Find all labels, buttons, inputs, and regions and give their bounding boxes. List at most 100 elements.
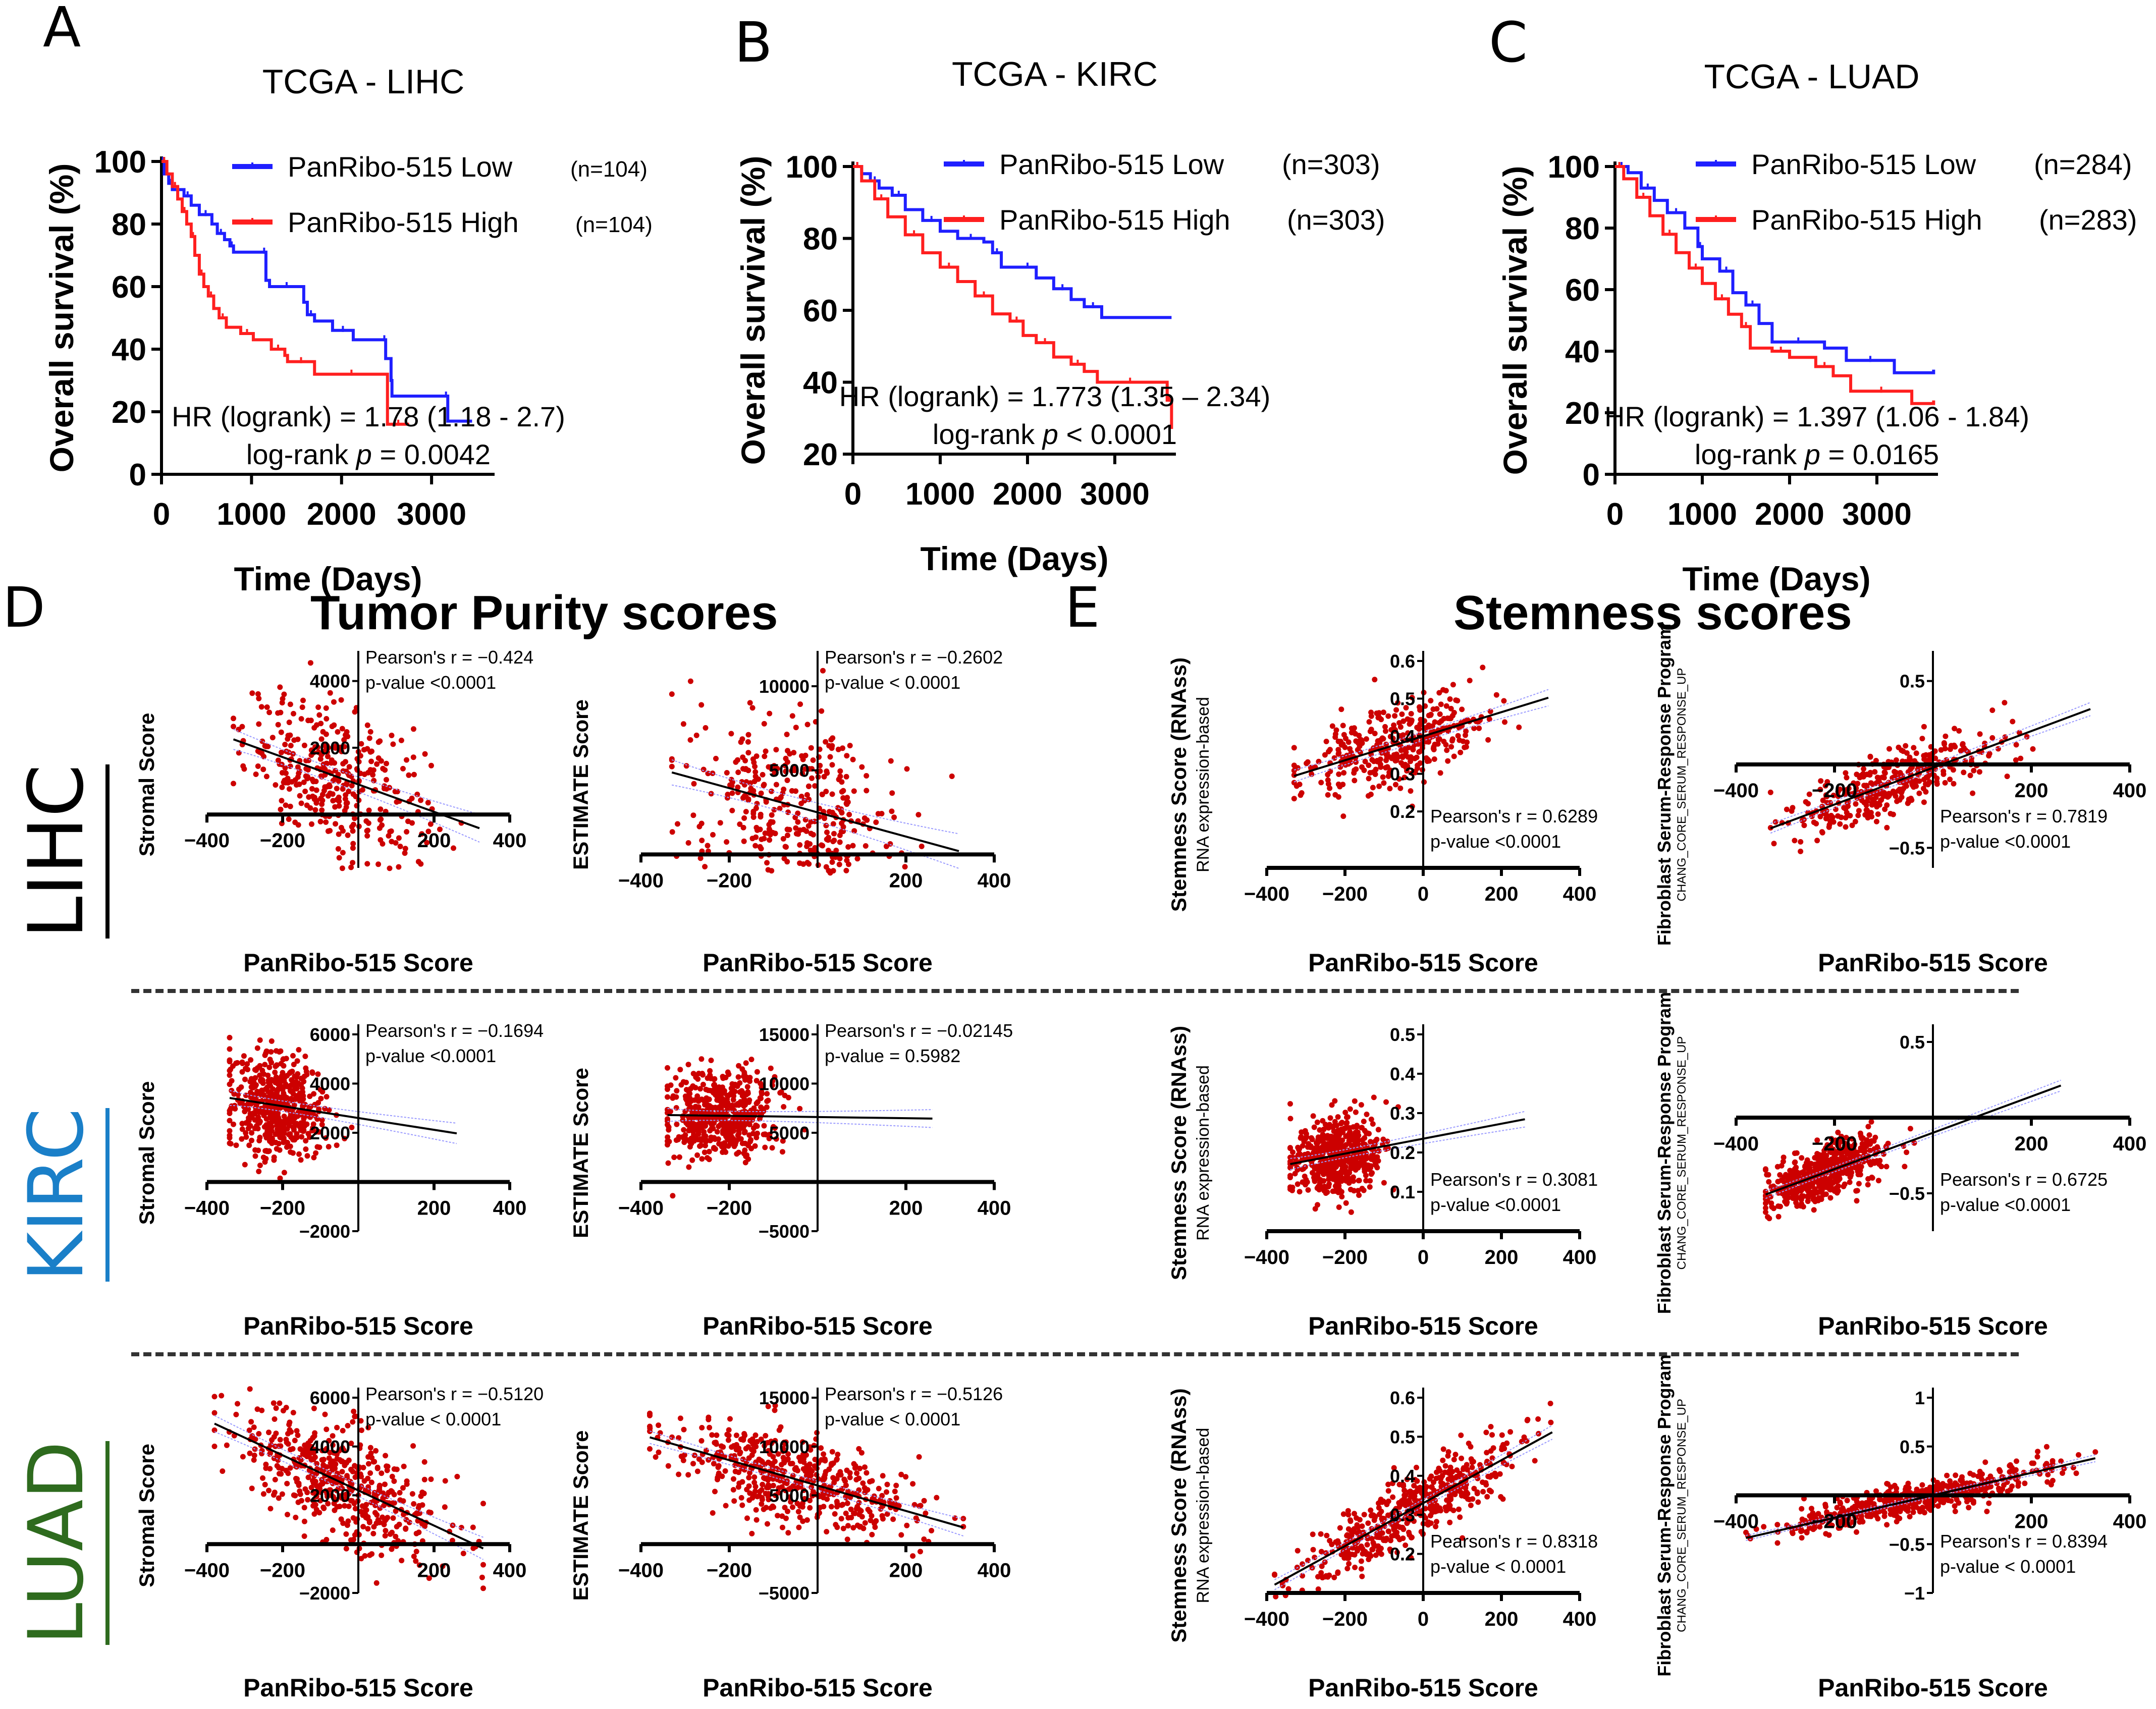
data-point [353, 794, 359, 799]
data-point [422, 751, 428, 757]
data-point [360, 1512, 366, 1518]
data-point [426, 1575, 432, 1581]
data-point [284, 777, 290, 783]
x-axis-label: PanRibo-515 Score [703, 1312, 933, 1340]
data-point [227, 1111, 233, 1116]
data-point [785, 1451, 791, 1457]
data-point [428, 1476, 434, 1482]
data-point [413, 1549, 419, 1555]
data-point [1443, 703, 1449, 709]
data-point [820, 668, 826, 674]
data-point [707, 1068, 713, 1074]
data-point [333, 1461, 339, 1467]
data-point [1816, 1184, 1822, 1189]
scatter-luad-stromal: −400 −200 200 400−2000200040006000PanRibo-5… [135, 1384, 544, 1702]
data-point [720, 1128, 726, 1133]
data-point [1341, 1125, 1347, 1131]
data-point [1803, 1180, 1809, 1186]
data-point [1409, 695, 1415, 700]
data-point [728, 777, 734, 783]
data-point [340, 761, 346, 767]
y-tick-label: 100 [786, 150, 838, 185]
data-point [775, 1451, 781, 1457]
data-point [256, 1169, 262, 1175]
x-axis-label: PanRibo-515 Score [243, 1312, 473, 1340]
data-point [836, 861, 842, 867]
data-point [1301, 1138, 1307, 1144]
data-point [1342, 1157, 1348, 1163]
data-point [1989, 735, 1996, 741]
data-point [807, 1466, 813, 1472]
data-point [1908, 776, 1914, 782]
data-point [341, 737, 347, 743]
data-point [390, 741, 396, 747]
data-point [1359, 740, 1365, 746]
regression-line [671, 771, 959, 852]
x-tick-label: 0 [1606, 497, 1624, 532]
data-point [1463, 732, 1468, 738]
data-point [737, 1449, 743, 1455]
data-point [1792, 1150, 1798, 1156]
data-point [746, 1097, 752, 1103]
y-tick-label: 4000 [310, 671, 350, 692]
data-point [368, 758, 374, 764]
data-point [1336, 1204, 1342, 1210]
data-point [324, 1478, 330, 1484]
data-point [1381, 780, 1387, 786]
data-point [685, 1101, 691, 1107]
y-tick-label: 0.4 [1390, 1064, 1415, 1084]
data-point [1849, 1136, 1855, 1142]
data-point [746, 1122, 752, 1128]
data-point [1441, 715, 1447, 722]
data-point [740, 1101, 746, 1107]
data-point [840, 745, 845, 751]
data-point [722, 1468, 728, 1474]
data-point [670, 1193, 676, 1199]
section-title-stemness: Stemness scores [1453, 586, 1852, 640]
data-point [384, 777, 389, 783]
data-point [396, 1521, 402, 1527]
data-point [1801, 822, 1807, 829]
data-point [1348, 1209, 1354, 1215]
data-point [793, 788, 799, 794]
data-point [665, 1134, 671, 1140]
confidence-band [671, 759, 959, 835]
x-tick-label: −400 [184, 830, 230, 852]
data-point [765, 1521, 770, 1527]
data-point [1893, 757, 1899, 763]
data-point [411, 771, 417, 778]
data-point [1873, 818, 1879, 824]
data-point [1867, 772, 1873, 778]
data-point [694, 1152, 700, 1158]
y-tick-label: 20 [1565, 396, 1600, 431]
data-point [717, 820, 723, 826]
data-point [1329, 1102, 1335, 1108]
data-point [1942, 780, 1948, 786]
data-point [1435, 737, 1441, 743]
data-point [1341, 770, 1347, 776]
data-point [1454, 698, 1461, 704]
row-label-lihc: LIHC [13, 764, 110, 939]
data-point [1791, 1174, 1797, 1180]
data-point [302, 1452, 308, 1458]
data-point [411, 1554, 417, 1559]
data-point [1380, 709, 1386, 715]
data-point [279, 1095, 285, 1101]
data-point [1911, 745, 1917, 751]
data-point [1405, 764, 1411, 769]
data-point [1287, 1101, 1293, 1107]
data-point [1840, 1170, 1846, 1176]
data-point [1383, 757, 1389, 763]
data-point [1892, 791, 1898, 797]
y-tick-label: 60 [803, 294, 838, 328]
data-point [280, 1408, 286, 1414]
data-point [293, 1514, 299, 1520]
data-point [1335, 751, 1341, 757]
data-point [282, 742, 288, 747]
data-point [1986, 753, 1992, 759]
panel-letter-b: B [734, 10, 773, 75]
data-point [1921, 724, 1927, 730]
confidence-band [1293, 689, 1549, 770]
data-point [859, 764, 865, 770]
